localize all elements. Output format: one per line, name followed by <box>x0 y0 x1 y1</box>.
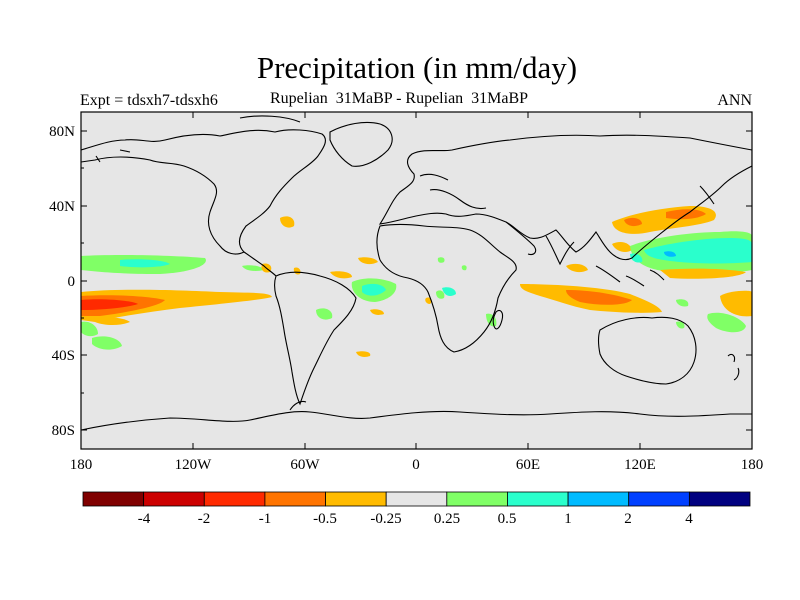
lon-label: 120E <box>624 457 656 473</box>
anomaly-africa-wet-2 <box>436 290 445 299</box>
anomaly-wpac-wet-core <box>644 238 752 264</box>
anomaly-atlantic-dry-3 <box>330 271 352 279</box>
anomaly-atlantic-dry-1 <box>280 216 295 228</box>
coast-antarctic-peninsula <box>289 400 307 411</box>
anomaly-brazil-wet <box>316 308 333 320</box>
coast-greenland <box>329 121 393 167</box>
colorbar-swatch <box>82 491 145 507</box>
coast-japan <box>699 185 715 205</box>
lon-label: 60E <box>516 457 540 473</box>
coast-new-zealand <box>727 353 740 381</box>
lon-label: 60W <box>290 457 320 473</box>
colorbar-label: -4 <box>138 511 151 527</box>
plot-title: Precipitation (in mm/day) <box>256 50 578 85</box>
anomaly-swpac-wet-2 <box>676 321 685 329</box>
colorbar-label: 0.5 <box>498 511 517 527</box>
colorbar-label: -1 <box>259 511 272 527</box>
season-label: ANN <box>717 92 752 109</box>
coast-europe-detail <box>419 173 487 210</box>
anomaly-sw-pacific-wet-2 <box>92 336 122 350</box>
lon-label: 180 <box>741 457 764 473</box>
anomaly-africa-dry <box>425 297 432 304</box>
anomaly-atlantic-dry-2 <box>358 257 378 265</box>
anomaly-wpac-wet-max <box>664 251 676 257</box>
colorbar-swatch <box>507 491 569 507</box>
lon-label: 180 <box>70 457 93 473</box>
experiment-label: Expt = tdsxh7-tdsxh6 <box>80 92 218 109</box>
coast-australia <box>597 316 697 385</box>
anomaly-wpac-dry-below <box>660 268 746 279</box>
coast-north-america <box>81 129 326 255</box>
anomaly-central-pacific-dry-lower <box>95 317 130 325</box>
anomaly-east-asia-dry-west <box>624 217 642 227</box>
anomaly-pacific-wet-east <box>242 265 264 271</box>
coast-africa <box>376 223 517 353</box>
lon-label: 120W <box>175 457 213 473</box>
coast-india <box>545 235 575 266</box>
coast-indonesia <box>595 265 665 287</box>
anomaly-eq-atlantic-wet-core <box>362 283 386 296</box>
anomaly-pacific-wet-north-core <box>120 259 170 268</box>
anomaly-bay-dry <box>566 263 588 273</box>
anomaly-layer <box>81 206 752 357</box>
colorbar-label: -0.5 <box>313 511 337 527</box>
tick-marks <box>81 112 752 449</box>
anomaly-africa-wet <box>442 287 456 296</box>
colorbar-label: 1 <box>564 511 572 527</box>
lat-label: 40N <box>49 199 75 215</box>
coast-antarctica <box>81 410 752 431</box>
coast-arctic-islands <box>95 115 301 163</box>
colorbar-swatch <box>446 491 508 507</box>
anomaly-satl-dry <box>370 309 384 315</box>
anomaly-swpac-wet <box>707 312 746 333</box>
anomaly-swpac-dry-edge <box>720 290 752 317</box>
colorbar-swatch <box>203 491 266 507</box>
lon-label: 0 <box>412 457 420 473</box>
anomaly-wpac-wet-west <box>630 253 643 263</box>
lon-axis: 180 120W 60W 0 60E 120E 180 <box>70 457 764 473</box>
colorbar-swatch <box>688 491 751 507</box>
anomaly-swpac-wet-3 <box>676 299 689 307</box>
colorbar-label: 2 <box>624 511 632 527</box>
colorbar-swatch <box>567 491 630 507</box>
coast-central-america <box>243 251 277 277</box>
colorbar-swatch <box>628 491 690 507</box>
coast-south-america <box>273 271 357 406</box>
colorbar-labels: -4 -2 -1 -0.5 -0.25 0.25 0.5 1 2 4 <box>138 511 694 527</box>
coastlines <box>81 115 752 431</box>
colorbar-label: -2 <box>198 511 211 527</box>
anomaly-africa-spot <box>437 257 445 263</box>
anomaly-africa-spot-2 <box>461 265 467 271</box>
anomaly-satl-dry-2 <box>356 351 371 357</box>
coast-arabia <box>505 221 537 256</box>
lat-axis: 80N 40N 0 40S 80S <box>49 124 75 439</box>
lat-label: 0 <box>68 274 76 290</box>
lat-label: 40S <box>52 348 75 364</box>
colorbar-label: -0.25 <box>370 511 401 527</box>
colorbar-swatch <box>325 491 387 507</box>
colorbar-swatch <box>264 491 326 507</box>
anomaly-indochina-dry <box>612 242 632 252</box>
colorbar <box>82 491 751 507</box>
coast-eurasia <box>378 134 752 261</box>
anomaly-central-pacific-dry-core <box>81 299 138 310</box>
colorbar-label: 0.25 <box>434 511 460 527</box>
coast-madagascar <box>492 309 504 330</box>
lat-label: 80S <box>52 423 75 439</box>
lat-label: 80N <box>49 124 75 140</box>
colorbar-swatch <box>143 491 205 507</box>
colorbar-label: 4 <box>685 511 693 527</box>
anomaly-indian-dry-strong <box>566 290 632 305</box>
plot-subtitle: Rupelian 31MaBP - Rupelian 31MaBP <box>270 90 529 107</box>
colorbar-swatch <box>385 491 448 507</box>
anomaly-sw-pacific-wet <box>81 321 98 337</box>
